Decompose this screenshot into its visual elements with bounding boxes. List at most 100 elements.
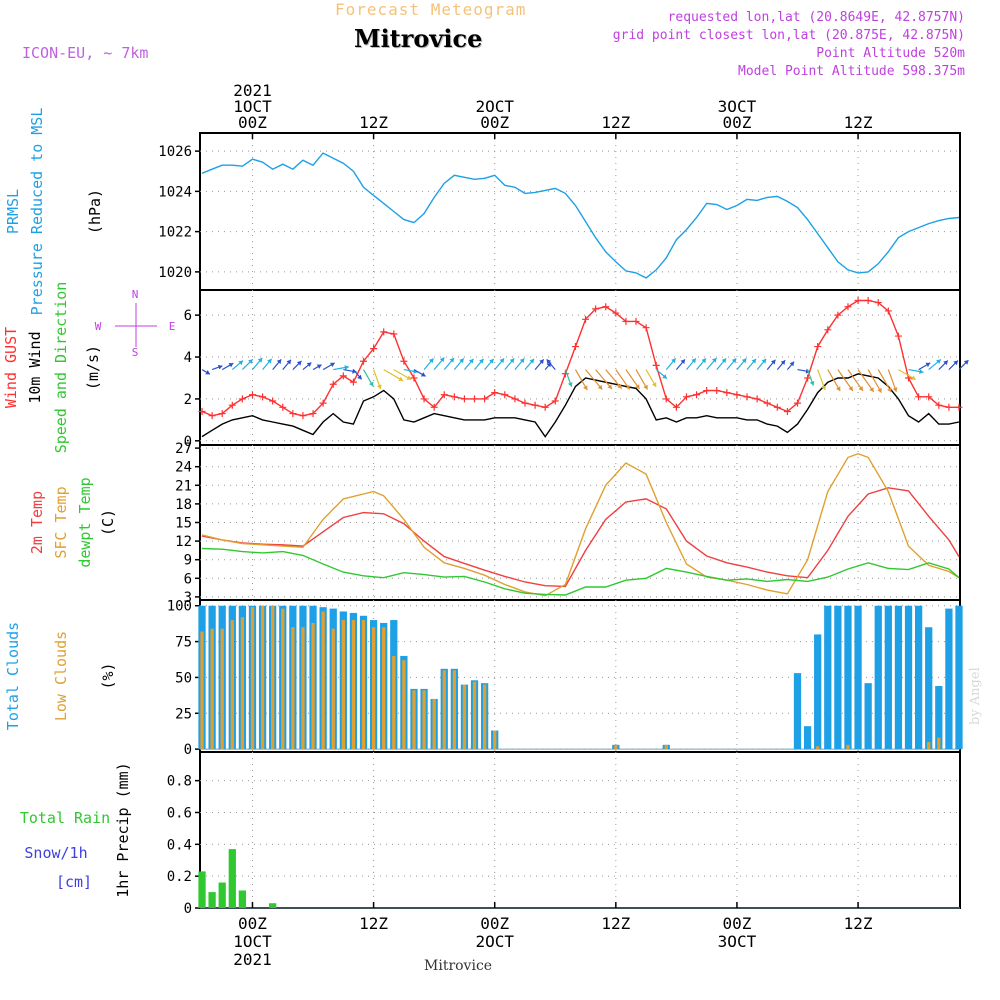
top-time-label: 00Z bbox=[722, 113, 751, 132]
y-tick-label: 6 bbox=[184, 571, 192, 587]
wind-arrow bbox=[847, 369, 864, 392]
clouds-bar bbox=[402, 660, 406, 750]
y-tick-label: 24 bbox=[175, 460, 192, 476]
clouds-bar bbox=[361, 620, 366, 750]
pressure-axis-label: (hPa) bbox=[86, 189, 104, 234]
gust-marker bbox=[218, 410, 226, 418]
wind-arrow-head bbox=[330, 362, 335, 368]
temperature-axis-label: (C) bbox=[99, 509, 117, 536]
gust-marker bbox=[289, 410, 297, 418]
gust-marker bbox=[481, 395, 489, 403]
wind-arrow-head bbox=[869, 387, 874, 392]
wind-arrow-head bbox=[316, 364, 322, 369]
y-tick-label: 1020 bbox=[158, 265, 192, 281]
clouds-bar bbox=[904, 605, 913, 750]
gust-marker bbox=[279, 403, 287, 411]
compass-w: W bbox=[95, 320, 102, 333]
gust-marker bbox=[541, 403, 549, 411]
clouds-bar bbox=[351, 620, 356, 750]
gust-marker bbox=[501, 391, 509, 399]
gust-marker bbox=[299, 412, 307, 420]
top-time-label: 12Z bbox=[844, 113, 873, 132]
point-altitude: Point Altitude 520m bbox=[816, 46, 965, 61]
gust-marker bbox=[228, 401, 236, 409]
gust-marker bbox=[460, 395, 468, 403]
bottom-time-label: 2OCT bbox=[475, 932, 514, 951]
clouds-bar bbox=[664, 744, 668, 750]
wind-arrow bbox=[867, 369, 882, 393]
wind-arrow-head bbox=[671, 358, 676, 364]
forecast-meteogram-label: Forecast Meteogram bbox=[335, 0, 527, 19]
wind-arrow-head bbox=[257, 357, 263, 363]
wind-arrow-head bbox=[651, 382, 657, 387]
clouds-bar bbox=[894, 605, 903, 750]
y-tick-label: 12 bbox=[175, 534, 192, 550]
wind-axis-label: (m/s) bbox=[84, 345, 102, 390]
clouds-bar bbox=[816, 746, 820, 750]
clouds-bar bbox=[200, 631, 204, 750]
gust-marker bbox=[622, 317, 630, 325]
wind-arrow-head bbox=[789, 361, 795, 367]
gust-marker bbox=[682, 393, 690, 401]
wind-arrow-head bbox=[519, 358, 525, 364]
wind-arrow-head bbox=[680, 359, 686, 365]
wind-arrow-head bbox=[643, 384, 648, 390]
gust-marker bbox=[329, 380, 337, 388]
clouds-bar bbox=[432, 698, 436, 750]
y-tick-label: 50 bbox=[175, 670, 192, 686]
wind-axis-label: Speed and Direction bbox=[52, 282, 70, 454]
gust-marker bbox=[339, 372, 347, 380]
wind-arrow-head bbox=[780, 360, 786, 365]
clouds-axis-label: Total Clouds bbox=[4, 622, 22, 730]
wind-arrow-head bbox=[662, 374, 667, 379]
requested-coords: requested lon,lat (20.8649E, 42.8757N) bbox=[667, 10, 965, 25]
wind-arrow-head bbox=[691, 358, 696, 364]
bottom-time-label: 00Z bbox=[480, 914, 509, 933]
gust-marker bbox=[723, 389, 731, 397]
wind-arrow bbox=[877, 369, 892, 393]
wind-arrow-head bbox=[751, 358, 757, 364]
wind-arrow-head bbox=[836, 386, 841, 392]
wind-arrow-head bbox=[398, 376, 404, 381]
wind-series-line bbox=[201, 299, 959, 417]
clouds-bar bbox=[937, 737, 941, 750]
gust-marker bbox=[491, 389, 499, 397]
gust-marker bbox=[471, 395, 479, 403]
y-tick-label: 27 bbox=[175, 441, 192, 457]
gust-marker bbox=[632, 317, 640, 325]
gust-marker bbox=[319, 399, 327, 407]
gust-marker bbox=[834, 311, 842, 319]
top-time-label: 12Z bbox=[601, 113, 630, 132]
gust-marker bbox=[551, 397, 559, 405]
gust-marker bbox=[874, 299, 882, 307]
wind-arrow-head bbox=[741, 358, 747, 364]
wind-arrow-head bbox=[296, 360, 302, 366]
wind-arrow-head bbox=[936, 359, 941, 364]
wind-arrow-head bbox=[617, 383, 622, 389]
clouds-bar bbox=[371, 627, 376, 750]
clouds-bar bbox=[392, 655, 396, 750]
gust-marker bbox=[925, 393, 933, 401]
gust-marker bbox=[894, 332, 902, 340]
wind-arrow bbox=[857, 369, 875, 393]
wind-arrow-head bbox=[357, 374, 362, 380]
wind-arrow-head bbox=[761, 358, 767, 364]
temperature-axis-label: 2m Temp bbox=[28, 491, 46, 554]
gust-marker bbox=[844, 303, 852, 311]
wind-arrow-head bbox=[449, 357, 455, 363]
clouds-bar bbox=[230, 620, 234, 750]
precip-bar bbox=[208, 892, 216, 908]
temperature-series-line bbox=[201, 547, 960, 596]
wind-arrow-head bbox=[369, 381, 374, 387]
clouds-bar bbox=[291, 627, 295, 750]
wind-arrow-head bbox=[276, 359, 282, 365]
clouds-bar bbox=[493, 730, 497, 750]
clouds-bar bbox=[260, 605, 265, 750]
precip-bar bbox=[198, 871, 206, 908]
wind-arrow-head bbox=[420, 372, 426, 377]
wind-arrow-head bbox=[479, 358, 484, 364]
gust-marker bbox=[703, 387, 711, 395]
y-tick-label: 18 bbox=[175, 497, 192, 513]
wind-arrow-head bbox=[459, 358, 464, 364]
